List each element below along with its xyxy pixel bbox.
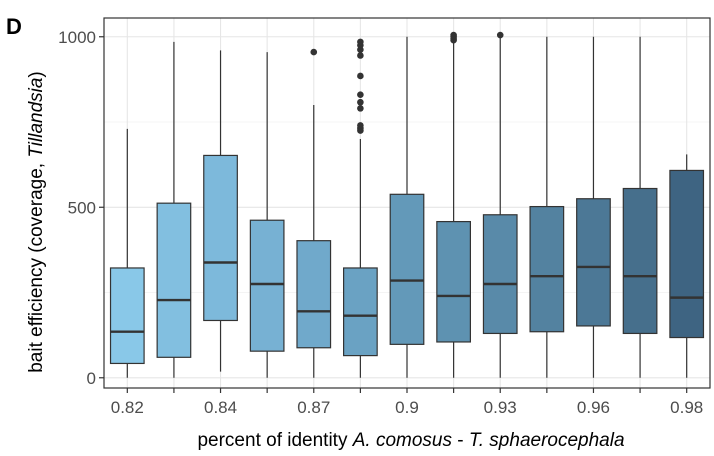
y-axis-title-part: ) <box>26 71 47 77</box>
y-axis-title-part: bait efficiency (coverage, <box>26 158 47 373</box>
x-tick-label: 0.93 <box>484 398 517 417</box>
x-axis-title-part: - <box>452 430 469 451</box>
box-group <box>530 37 564 378</box>
outlier-point <box>357 105 364 112</box>
outlier-point <box>357 122 364 129</box>
x-axis-title-species-1: A. comosus <box>352 430 453 451</box>
box-group <box>437 32 471 378</box>
box <box>344 268 378 356</box>
y-axis-title: bait efficiency (coverage, Tillandsia) <box>26 71 47 373</box>
x-tick-label: 0.9 <box>395 398 419 417</box>
y-axis-title-genus: Tillandsia <box>26 78 47 158</box>
box-group <box>577 37 611 378</box>
box <box>297 241 331 348</box>
box-group <box>390 37 424 378</box>
box-group <box>670 154 704 377</box>
x-axis-title: percent of identity A. comosus - T. spha… <box>197 430 624 451</box>
y-tick-label: 1000 <box>58 28 96 47</box>
box <box>670 170 704 337</box>
box <box>530 207 564 332</box>
x-axis-title-part: percent of identity <box>197 430 352 451</box>
x-tick-label: 0.98 <box>670 398 703 417</box>
outlier-point <box>357 91 364 98</box>
box-group <box>623 37 657 378</box>
box-group <box>204 50 238 371</box>
outlier-point <box>450 32 457 39</box>
box-group <box>250 52 284 378</box>
box-group <box>111 129 145 378</box>
x-tick-label: 0.82 <box>111 398 144 417</box>
box <box>204 155 238 320</box>
box <box>577 199 611 326</box>
box-group <box>483 32 517 378</box>
outlier-point <box>497 32 504 39</box>
box <box>111 268 145 363</box>
x-axis-title-species-2: T. sphaerocephala <box>469 430 625 451</box>
outlier-point <box>357 99 364 106</box>
y-tick-label: 0 <box>87 369 96 388</box>
box <box>157 203 191 357</box>
box <box>250 220 284 351</box>
box <box>483 215 517 334</box>
x-tick-label: 0.96 <box>577 398 610 417</box>
outlier-point <box>310 49 317 56</box>
outlier-point <box>357 73 364 80</box>
box <box>390 194 424 344</box>
box <box>437 222 471 342</box>
outlier-point <box>357 52 364 59</box>
box <box>623 189 657 334</box>
panel-label: D <box>6 14 22 39</box>
x-tick-label: 0.87 <box>297 398 330 417</box>
boxes <box>111 32 704 378</box>
y-tick-label: 500 <box>68 198 96 217</box>
outlier-point <box>357 39 364 46</box>
box-group <box>157 42 191 378</box>
x-tick-label: 0.84 <box>204 398 237 417</box>
